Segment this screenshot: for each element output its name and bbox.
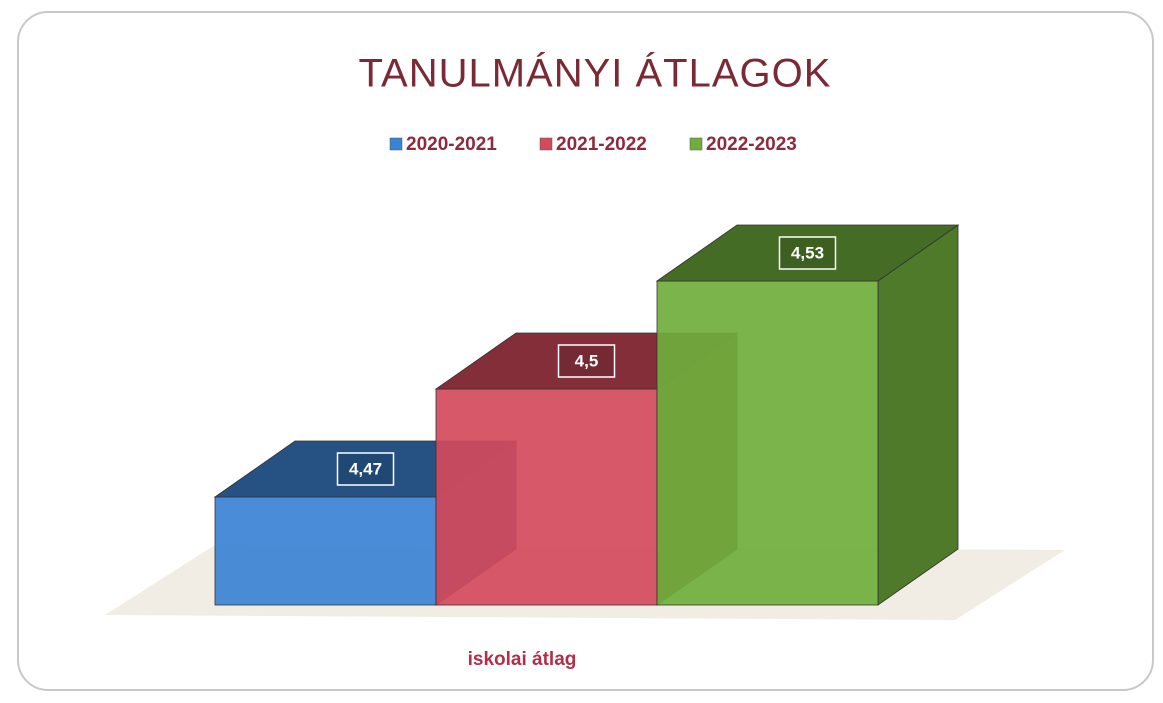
data-label: 4,5 — [575, 351, 599, 370]
legend-swatch — [539, 137, 553, 151]
x-tick-label: iskolai átlag — [468, 649, 577, 670]
bar-side — [877, 224, 959, 606]
bar — [214, 496, 437, 606]
bar — [656, 280, 879, 606]
data-label-box — [557, 344, 616, 378]
data-label: 4,53 — [791, 243, 824, 262]
legend-swatch — [689, 137, 703, 151]
data-label-box — [778, 236, 837, 270]
chart-title: TANULMÁNYI ÁTLAGOK — [359, 51, 832, 96]
data-label: 4,47 — [349, 459, 382, 478]
legend-label: 2020-2021 — [406, 134, 497, 155]
legend-label: 2021-2022 — [556, 134, 647, 155]
bar — [435, 388, 658, 606]
data-label-box — [336, 452, 395, 486]
legend-swatch — [389, 137, 403, 151]
legend-label: 2022-2023 — [706, 134, 797, 155]
